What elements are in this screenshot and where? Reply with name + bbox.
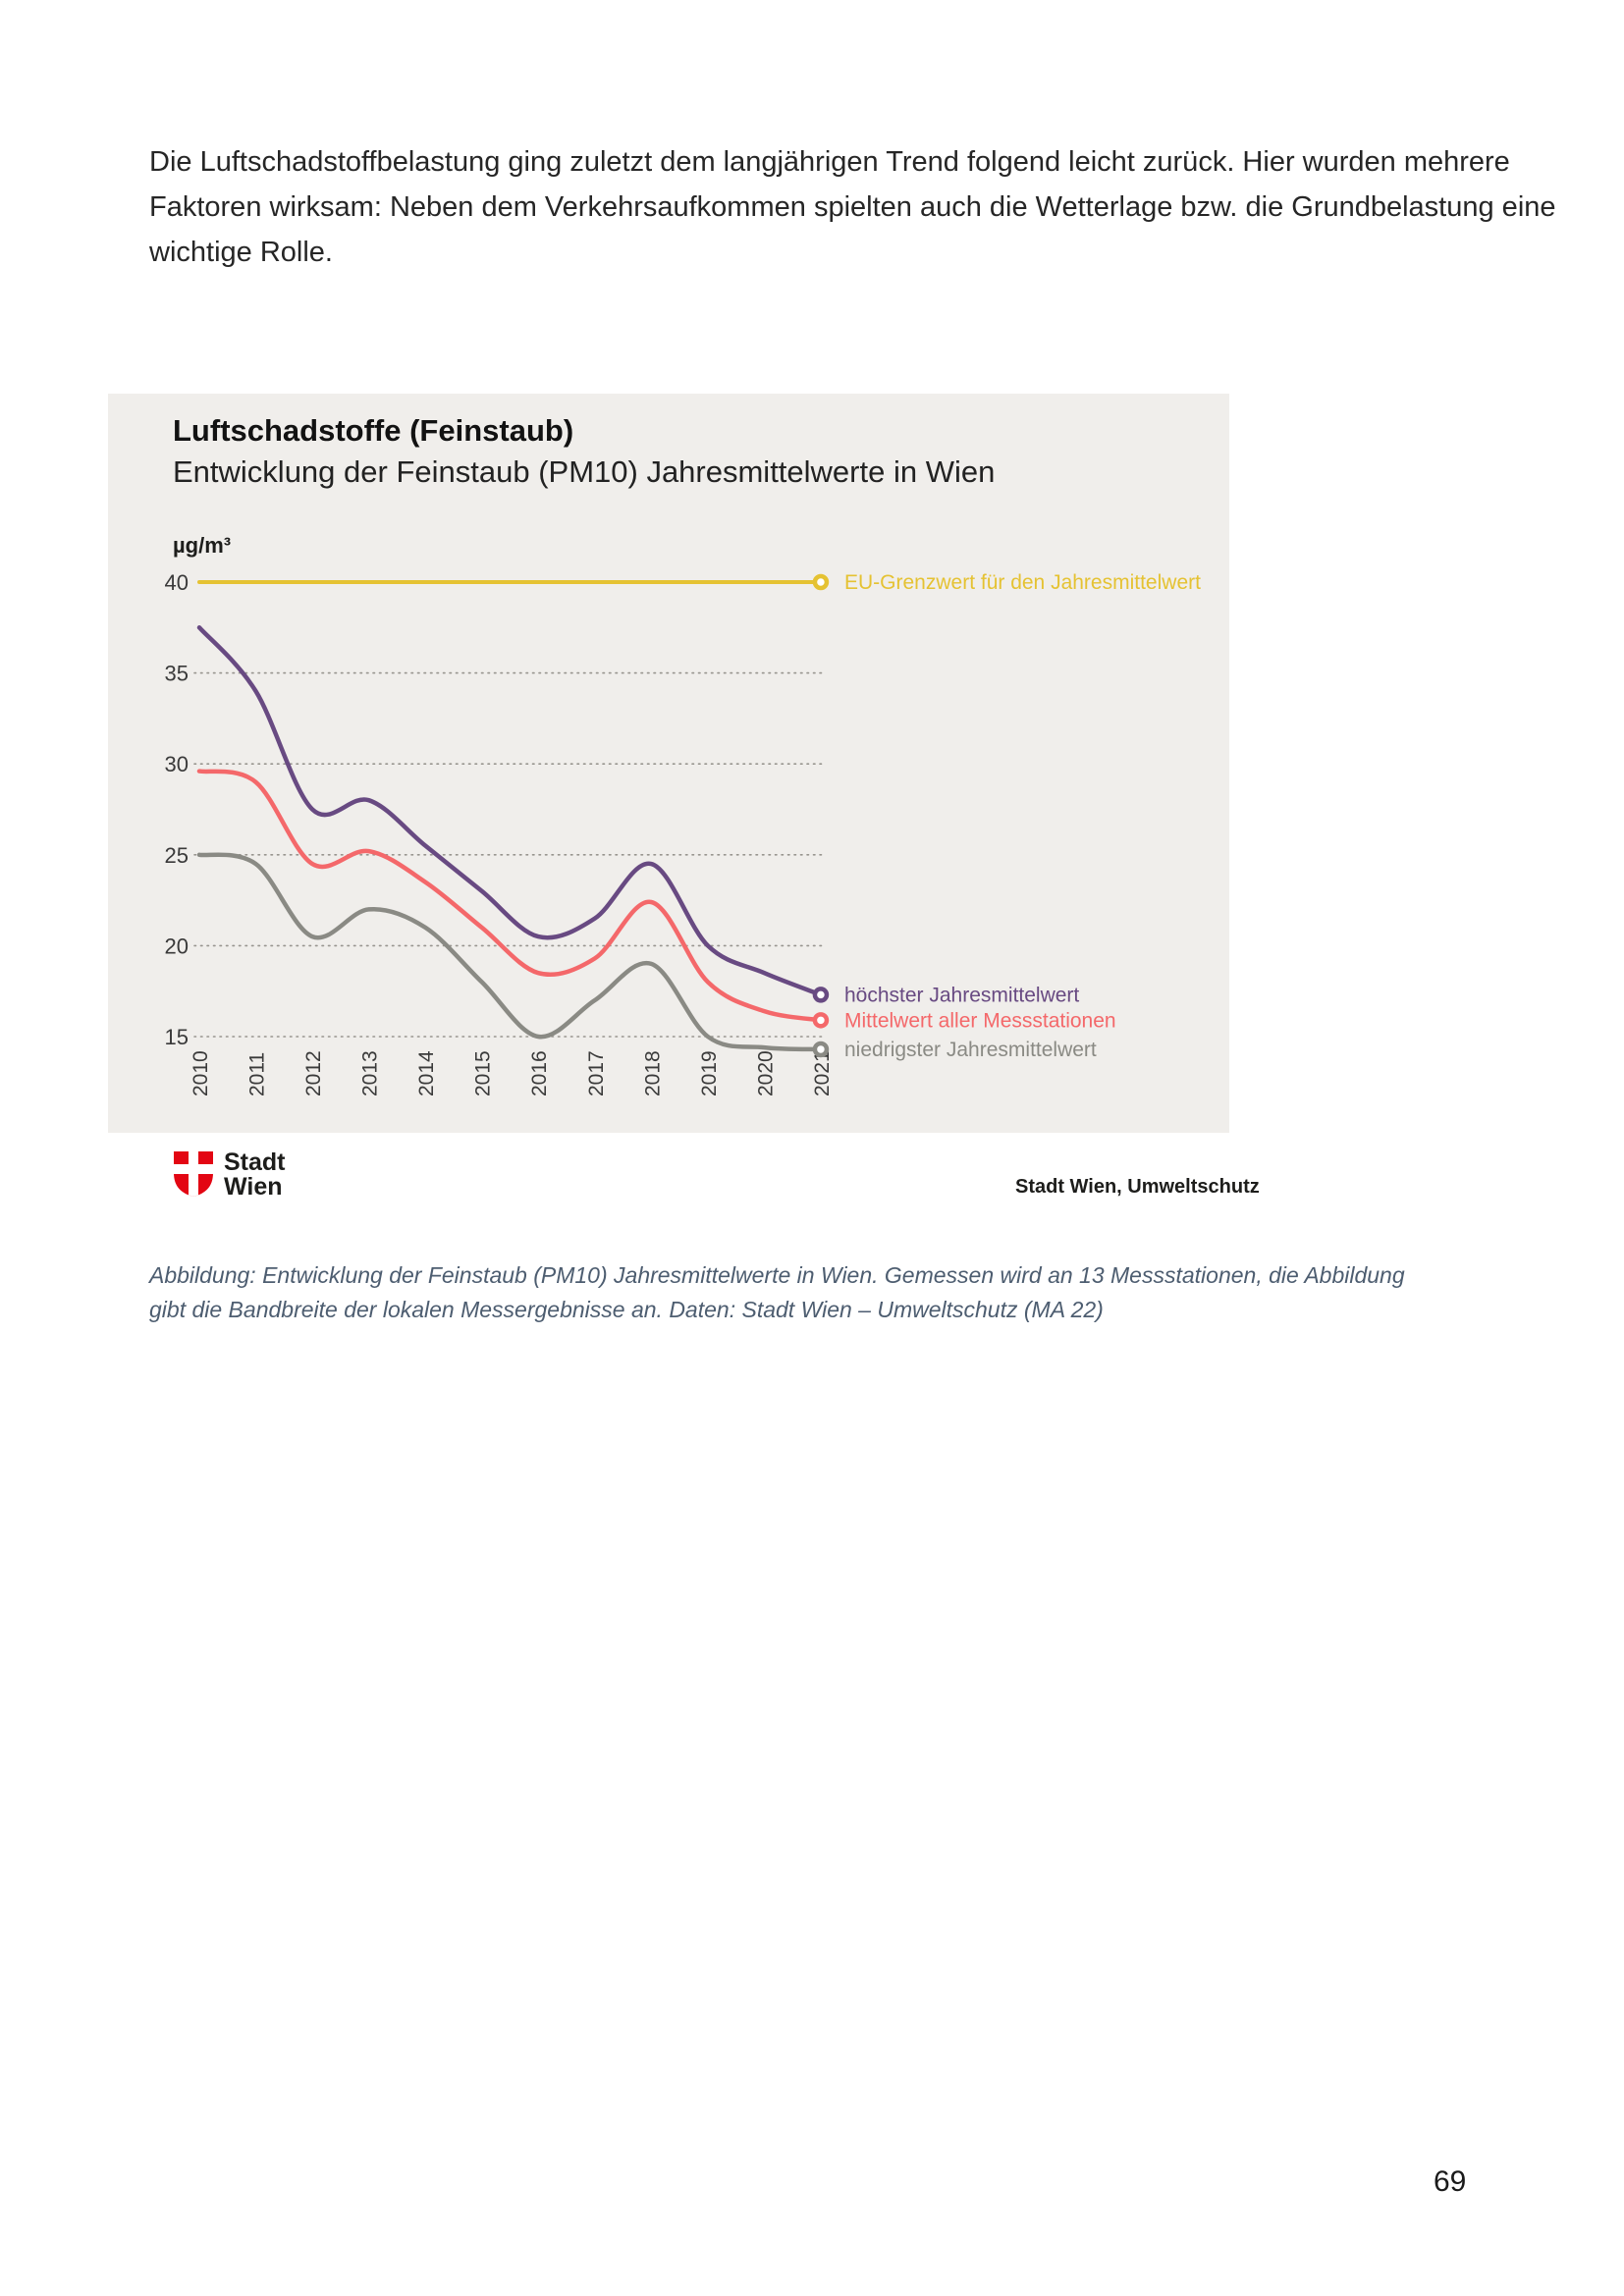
chart-source: Stadt Wien, Umweltschutz: [1015, 1176, 1260, 1198]
chart-panel: Luftschadstoffe (Feinstaub) Entwicklung …: [108, 394, 1229, 1133]
series-label-1: höchster Jahresmittelwert: [844, 984, 1079, 1006]
series-line-1: [196, 625, 824, 997]
series-label-0: EU-Grenzwert für den Jahresmittelwert: [844, 571, 1201, 594]
series-end-marker-0: [812, 573, 830, 591]
shield-cross-horizontal: [174, 1164, 213, 1174]
chart-subtitle: Entwicklung der Feinstaub (PM10) Jahresm…: [173, 454, 996, 489]
intro-paragraph: Die Luftschadstoffbelastung ging zuletzt…: [149, 146, 1556, 268]
y-tick-label: 30: [165, 752, 189, 776]
logo-line-1: Stadt: [224, 1148, 286, 1176]
chart-title: Luftschadstoffe (Feinstaub): [173, 413, 574, 448]
x-tick-label: 2021: [811, 1050, 834, 1096]
logo-line-2: Wien: [224, 1173, 283, 1201]
x-tick-label: 2013: [359, 1050, 382, 1096]
y-tick-label: 25: [165, 843, 189, 868]
series-end-markers: [812, 573, 830, 1058]
x-tick-label: 2012: [302, 1050, 325, 1096]
wien-shield-icon: [174, 1151, 213, 1197]
series-end-marker-1: [812, 987, 830, 1003]
series-label-2: Mittelwert aller Messstationen: [844, 1009, 1116, 1032]
x-tick-label: 2017: [585, 1050, 608, 1096]
stadt-wien-logo: Stadt Wien: [173, 1150, 286, 1200]
x-tick-label: 2011: [246, 1052, 269, 1096]
y-tick-label: 40: [165, 570, 189, 595]
series-line-2: [196, 769, 824, 1023]
y-axis-unit: µg/m³: [173, 533, 231, 558]
stadt-wien-logo-text: Stadt Wien: [224, 1150, 286, 1200]
page-number: 69: [1434, 2165, 1467, 2198]
x-tick-label: 2018: [641, 1050, 664, 1096]
series-lines: [196, 580, 824, 1052]
x-tick-label: 2015: [472, 1050, 495, 1096]
x-tick-label: 2016: [528, 1050, 551, 1096]
y-tick-label: 15: [165, 1025, 189, 1049]
x-tick-label: 2010: [189, 1050, 212, 1096]
series-labels: EU-Grenzwert für den Jahresmittelwert höc…: [844, 571, 1201, 1061]
series-end-marker-2: [812, 1012, 830, 1029]
x-tick-label: 2019: [698, 1050, 721, 1096]
series-end-marker-3: [812, 1041, 830, 1058]
x-tick-label: 2020: [754, 1050, 777, 1096]
series-label-3: niedrigster Jahresmittelwert: [844, 1039, 1097, 1061]
gridlines: [193, 671, 824, 1038]
figure-caption: Abbildung: Entwicklung der Feinstaub (PM…: [149, 1262, 1405, 1322]
y-axis-labels: 40 35 30 25 20 15: [165, 570, 189, 1049]
y-tick-label: 35: [165, 662, 189, 686]
y-tick-label: 20: [165, 934, 189, 958]
x-tick-label: 2014: [415, 1050, 438, 1096]
x-axis-labels: 2010 2011 2012 2013 2014 2015 2016 2017 2018 2019…: [189, 1050, 834, 1096]
series-line-3: [196, 852, 824, 1052]
